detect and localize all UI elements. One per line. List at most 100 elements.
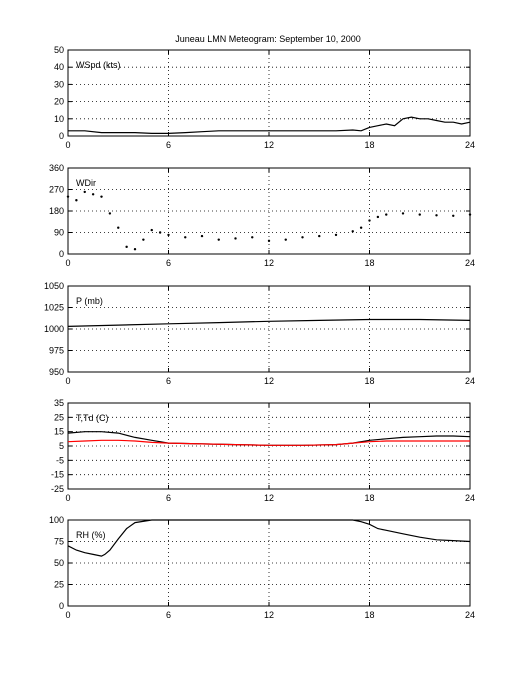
- y-tick-label: 100: [49, 515, 64, 525]
- x-tick-label: 24: [465, 258, 475, 268]
- data-point: [385, 213, 388, 216]
- series-line-wspd-0: [68, 116, 471, 134]
- x-tick-label: 18: [364, 493, 374, 503]
- x-tick-label: 24: [465, 140, 475, 150]
- y-tick-label: 180: [49, 206, 64, 216]
- panel-label-wspd: WSpd (kts): [76, 60, 121, 70]
- data-point: [142, 238, 145, 241]
- data-point: [452, 214, 455, 217]
- y-tick-label: 0: [59, 601, 64, 611]
- y-tick-label: 35: [54, 398, 64, 408]
- data-point: [468, 213, 472, 216]
- panel-label-temp: T,Td (C): [76, 413, 109, 423]
- data-point: [368, 219, 371, 222]
- data-point: [108, 212, 112, 215]
- y-tick-label: 0: [59, 249, 64, 259]
- data-point: [251, 236, 254, 239]
- data-point: [334, 233, 338, 237]
- y-tick-label: 5: [59, 441, 64, 451]
- data-point: [133, 248, 137, 251]
- panel-label-wdir: WDir: [76, 178, 96, 188]
- x-tick-label: 24: [465, 493, 475, 503]
- x-tick-label: 18: [364, 140, 374, 150]
- x-tick-label: 6: [166, 493, 171, 503]
- data-point: [418, 213, 421, 216]
- panel-label-rh: RH (%): [76, 530, 106, 540]
- data-point: [75, 199, 78, 202]
- data-point: [91, 193, 95, 196]
- panel-temp: -25 -15 -5 5 15 25 35 0 6 12 18 24 T,Td (C): [51, 398, 475, 503]
- panel-wdir: 0 90 180 270 360 0 6 12 18 24 WDir: [49, 163, 475, 268]
- data-point: [117, 226, 120, 229]
- y-tick-label: 15: [54, 427, 64, 437]
- data-point: [66, 195, 70, 198]
- x-tick-label: 0: [65, 258, 70, 268]
- data-point: [359, 226, 363, 229]
- x-tick-label: 12: [264, 376, 274, 386]
- y-tick-label: -5: [56, 455, 64, 465]
- y-tick-label: 1050: [44, 281, 64, 291]
- y-tick-label: 270: [49, 185, 64, 195]
- y-tick-label: 1025: [44, 303, 64, 313]
- y-tick-label: 40: [54, 62, 64, 72]
- x-tick-label: 24: [465, 610, 475, 620]
- x-tick-label: 0: [65, 140, 70, 150]
- data-point: [435, 214, 438, 217]
- data-point: [318, 234, 321, 238]
- data-point: [167, 233, 170, 237]
- panel-rh: 0 25 50 75 100 0 6 12 18 24 RH (%): [49, 515, 475, 620]
- data-point: [234, 237, 237, 240]
- data-point: [217, 238, 220, 241]
- data-point: [401, 212, 405, 215]
- data-point: [125, 245, 128, 249]
- chart-title: Juneau LMN Meteogram: September 10, 2000: [175, 34, 361, 44]
- x-tick-label: 18: [364, 376, 374, 386]
- y-tick-label: 10: [54, 114, 64, 124]
- y-tick-label: 30: [54, 79, 64, 89]
- x-tick-label: 0: [65, 376, 70, 386]
- x-tick-label: 12: [264, 258, 274, 268]
- panel-wspd: 0 10 20 30 40 50 0 6 12 18 24 WSpd (kts): [54, 45, 475, 150]
- panel-pres: 950 975 1000 1025 1050 0 6 12 18 24 P (mb): [44, 281, 475, 386]
- series-wdir-0: [66, 190, 472, 251]
- x-tick-label: 6: [166, 258, 171, 268]
- data-point: [376, 215, 380, 219]
- y-tick-label: 25: [54, 580, 64, 590]
- y-tick-label: 50: [54, 45, 64, 55]
- data-point: [184, 236, 187, 239]
- x-tick-label: 6: [166, 376, 171, 386]
- data-point: [150, 228, 153, 232]
- x-tick-label: 6: [166, 610, 171, 620]
- y-tick-label: 360: [49, 163, 64, 173]
- series-line-rh-0: [67, 519, 471, 557]
- y-tick-label: 90: [54, 228, 64, 238]
- data-point: [100, 195, 103, 198]
- x-tick-label: 24: [465, 376, 475, 386]
- x-tick-label: 12: [264, 610, 274, 620]
- x-tick-label: 6: [166, 140, 171, 150]
- data-point: [158, 231, 162, 234]
- panel-label-pres: P (mb): [76, 296, 103, 306]
- data-point: [351, 230, 354, 233]
- x-tick-label: 12: [264, 140, 274, 150]
- y-tick-label: 950: [49, 367, 64, 377]
- x-tick-label: 0: [65, 493, 70, 503]
- y-tick-label: 75: [54, 537, 64, 547]
- x-tick-label: 12: [264, 493, 274, 503]
- data-point: [301, 236, 304, 239]
- series-line-temp-1: [67, 439, 470, 446]
- y-tick-label: 50: [54, 558, 64, 568]
- y-tick-label: 25: [54, 412, 64, 422]
- y-tick-label: 20: [54, 97, 64, 107]
- y-tick-label: -25: [51, 484, 64, 494]
- x-tick-label: 0: [65, 610, 70, 620]
- series-line-pres-0: [67, 318, 471, 327]
- data-point: [267, 239, 271, 243]
- y-tick-label: -15: [51, 470, 64, 480]
- data-point: [200, 234, 204, 238]
- y-tick-label: 1000: [44, 324, 64, 334]
- data-point: [83, 190, 86, 194]
- data-point: [284, 238, 287, 241]
